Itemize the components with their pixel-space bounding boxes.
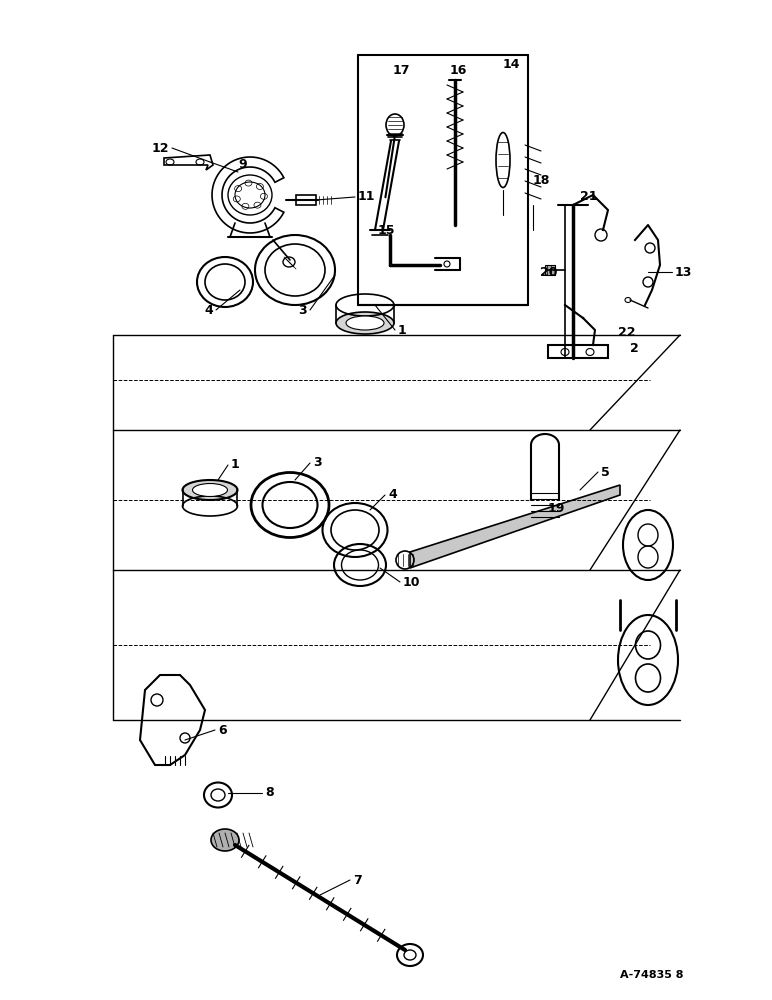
Text: 4: 4 — [388, 488, 397, 502]
Text: 9: 9 — [238, 158, 246, 172]
Text: 1: 1 — [231, 458, 240, 472]
Text: 20: 20 — [540, 266, 557, 279]
Text: 18: 18 — [533, 174, 550, 186]
Text: 3: 3 — [298, 304, 307, 316]
Text: 1: 1 — [398, 324, 407, 336]
Polygon shape — [410, 485, 620, 568]
Bar — [545, 265, 555, 275]
Text: 4: 4 — [205, 304, 213, 316]
Text: 2: 2 — [630, 342, 638, 355]
Text: 19: 19 — [548, 502, 565, 514]
Text: 14: 14 — [503, 58, 520, 72]
Ellipse shape — [211, 829, 239, 851]
Text: 17: 17 — [393, 64, 411, 77]
Text: 21: 21 — [580, 190, 598, 204]
Text: 11: 11 — [358, 190, 375, 204]
Bar — [296, 195, 316, 205]
Text: 8: 8 — [265, 786, 273, 800]
Text: 16: 16 — [450, 64, 467, 77]
Text: 7: 7 — [353, 874, 362, 886]
Ellipse shape — [346, 316, 384, 330]
Text: 3: 3 — [313, 456, 322, 470]
Ellipse shape — [336, 312, 394, 334]
Text: 15: 15 — [378, 224, 395, 236]
Ellipse shape — [192, 484, 228, 496]
Text: 13: 13 — [675, 265, 692, 278]
Text: A-74835 8: A-74835 8 — [620, 970, 683, 980]
Text: 6: 6 — [218, 724, 227, 736]
Text: 12: 12 — [151, 141, 169, 154]
Text: 5: 5 — [601, 466, 610, 479]
Text: 22: 22 — [618, 326, 635, 340]
Text: 10: 10 — [403, 576, 421, 588]
Ellipse shape — [182, 480, 238, 500]
